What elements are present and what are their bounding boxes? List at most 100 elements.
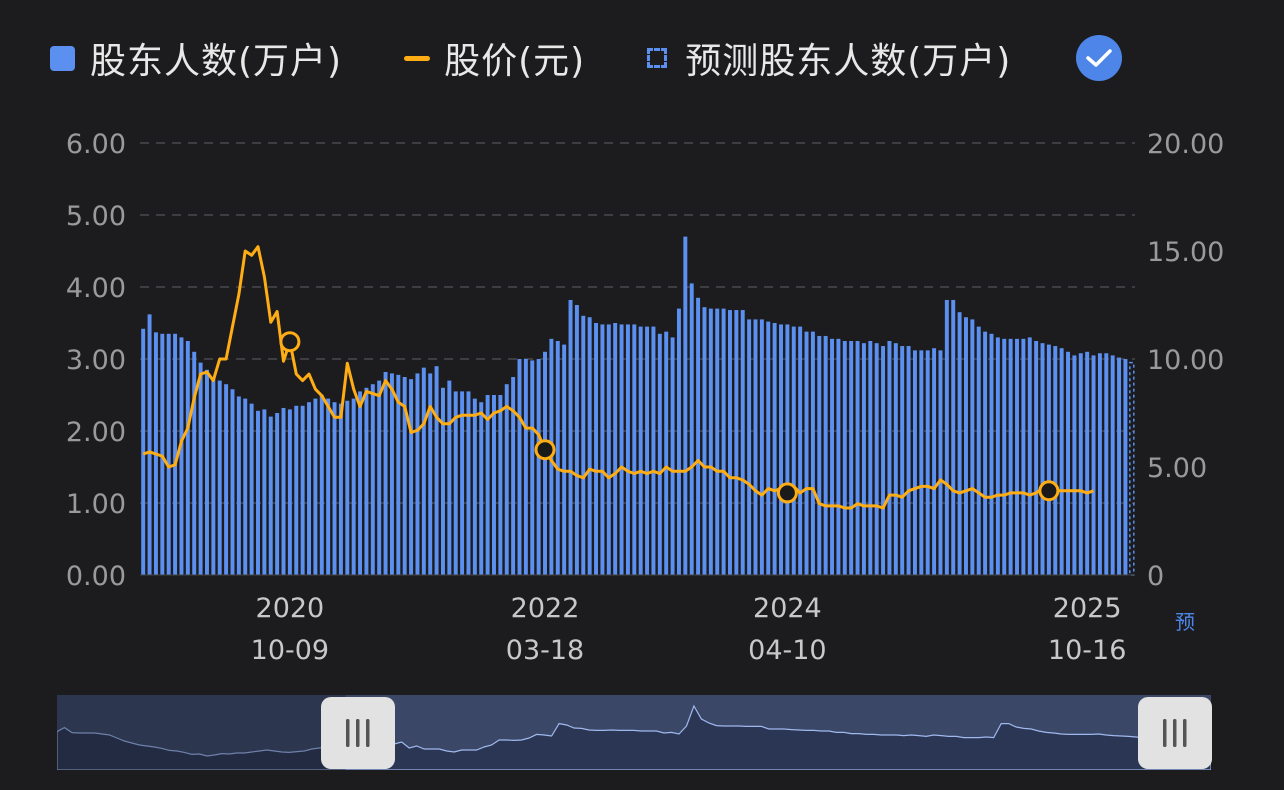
holders-bar — [1123, 359, 1128, 575]
holders-bar — [594, 323, 599, 575]
forecast-toggle-button[interactable] — [1076, 35, 1122, 81]
right-axis-tick: 0 — [1147, 561, 1164, 592]
legend-holders[interactable]: 股东人数(万户) — [50, 32, 342, 84]
holders-bar — [409, 379, 414, 575]
holders-bar — [587, 317, 592, 575]
price-line — [142, 245, 1094, 510]
holders-bar — [555, 341, 560, 575]
holders-bar — [204, 369, 209, 575]
holders-bar — [460, 391, 465, 575]
holders-bar — [453, 391, 458, 575]
holders-bar — [951, 299, 956, 575]
left-axis-tick: 4.00 — [66, 273, 126, 304]
holders-bar — [772, 323, 777, 575]
legend-price[interactable]: 股价(元) — [404, 32, 585, 84]
holders-bar — [1078, 353, 1083, 575]
holders-bar — [938, 350, 943, 575]
holders-bar — [243, 398, 248, 575]
holders-bar — [300, 405, 305, 575]
legend-price-label: 股价(元) — [444, 41, 586, 82]
right-axis-tick: 20.00 — [1147, 129, 1224, 160]
holders-bar — [511, 377, 516, 575]
holders-bar — [1015, 338, 1019, 575]
holders-bar — [179, 337, 184, 575]
holders-bar — [989, 333, 994, 575]
holders-bar — [536, 359, 541, 575]
holders-bar — [887, 341, 892, 575]
holders-bar — [932, 348, 937, 575]
navigator-right-handle[interactable] — [1138, 697, 1212, 769]
holders-bar — [785, 324, 790, 575]
holders-bar — [683, 236, 688, 575]
holders-bar — [504, 384, 509, 575]
navigator-minimap — [56, 695, 1212, 771]
holders-bar — [377, 380, 382, 575]
x-axis-date-label: 04-10 — [748, 635, 826, 666]
chart-plot: 0.00 1.00 2.00 3.00 4.00 5.00 6.00 0 5.00 10.00 15… — [66, 129, 1224, 666]
price-marker — [1038, 480, 1060, 502]
holders-bar — [1053, 346, 1058, 575]
left-axis-tick: 3.00 — [66, 345, 126, 376]
x-axis-year-label: 2022 — [511, 593, 580, 624]
holders-bar — [415, 373, 420, 575]
left-axis-tick: 0.00 — [66, 561, 126, 592]
holders-bar — [728, 310, 732, 575]
holders-bar — [358, 391, 363, 575]
range-navigator[interactable] — [56, 695, 1212, 771]
holders-bar — [964, 317, 968, 575]
holders-bar — [472, 398, 477, 575]
holders-bar — [440, 387, 445, 575]
holders-bar — [881, 346, 886, 575]
chart-legend: 股东人数(万户) 股价(元) 预测股东人数(万户) — [50, 28, 1073, 88]
forecast-marker-label: 预 — [1175, 610, 1195, 634]
legend-holders-label: 股东人数(万户) — [90, 41, 343, 82]
holders-bar — [326, 398, 331, 575]
holders-bar — [262, 409, 267, 575]
holders-bar — [664, 331, 669, 575]
holders-bar — [543, 351, 547, 575]
x-axis-year-label: 2025 — [1053, 593, 1122, 624]
holders-bar — [217, 380, 222, 575]
holders-bar — [830, 338, 835, 575]
holders-bar — [173, 333, 178, 575]
holders-bar — [294, 405, 299, 575]
holders-bar — [338, 403, 343, 575]
holders-bar — [779, 324, 783, 575]
holders-bar — [925, 350, 930, 575]
holders-bar — [1066, 351, 1071, 575]
left-axis-tick: 5.00 — [66, 201, 126, 232]
holders-bar — [364, 387, 369, 575]
holders-bar — [874, 343, 879, 575]
holders-bar — [498, 395, 503, 575]
holders-bar — [983, 331, 988, 575]
holders-bar — [957, 312, 962, 575]
holders-bar — [906, 346, 911, 575]
dashed-square-icon — [647, 48, 668, 68]
holders-bar — [351, 398, 356, 575]
x-axis-year-label: 2020 — [256, 593, 325, 624]
holders-bar — [645, 326, 650, 575]
holders-bar — [236, 396, 241, 575]
holders-bar — [810, 331, 815, 575]
holders-bar — [766, 321, 771, 575]
legend-forecast[interactable]: 预测股东人数(万户) — [647, 32, 1011, 84]
holders-bar — [332, 402, 337, 575]
holders-bar — [893, 343, 898, 575]
holders-bar — [1034, 341, 1039, 575]
holders-bar — [606, 324, 611, 575]
navigator-left-handle[interactable] — [321, 697, 395, 769]
holders-bar — [370, 384, 375, 575]
holders-bar — [268, 416, 273, 575]
right-axis-tick: 15.00 — [1147, 237, 1224, 268]
holders-bar — [747, 319, 752, 575]
holders-bar — [1091, 355, 1096, 575]
holders-bar — [696, 297, 701, 575]
holders-bar — [900, 346, 905, 575]
holders-bar — [581, 315, 586, 575]
holders-bar — [804, 331, 809, 575]
price-marker — [279, 331, 301, 353]
holders-bar — [919, 350, 924, 575]
holders-swatch — [50, 45, 75, 71]
holders-bar — [625, 324, 630, 575]
holders-bar — [147, 314, 152, 575]
